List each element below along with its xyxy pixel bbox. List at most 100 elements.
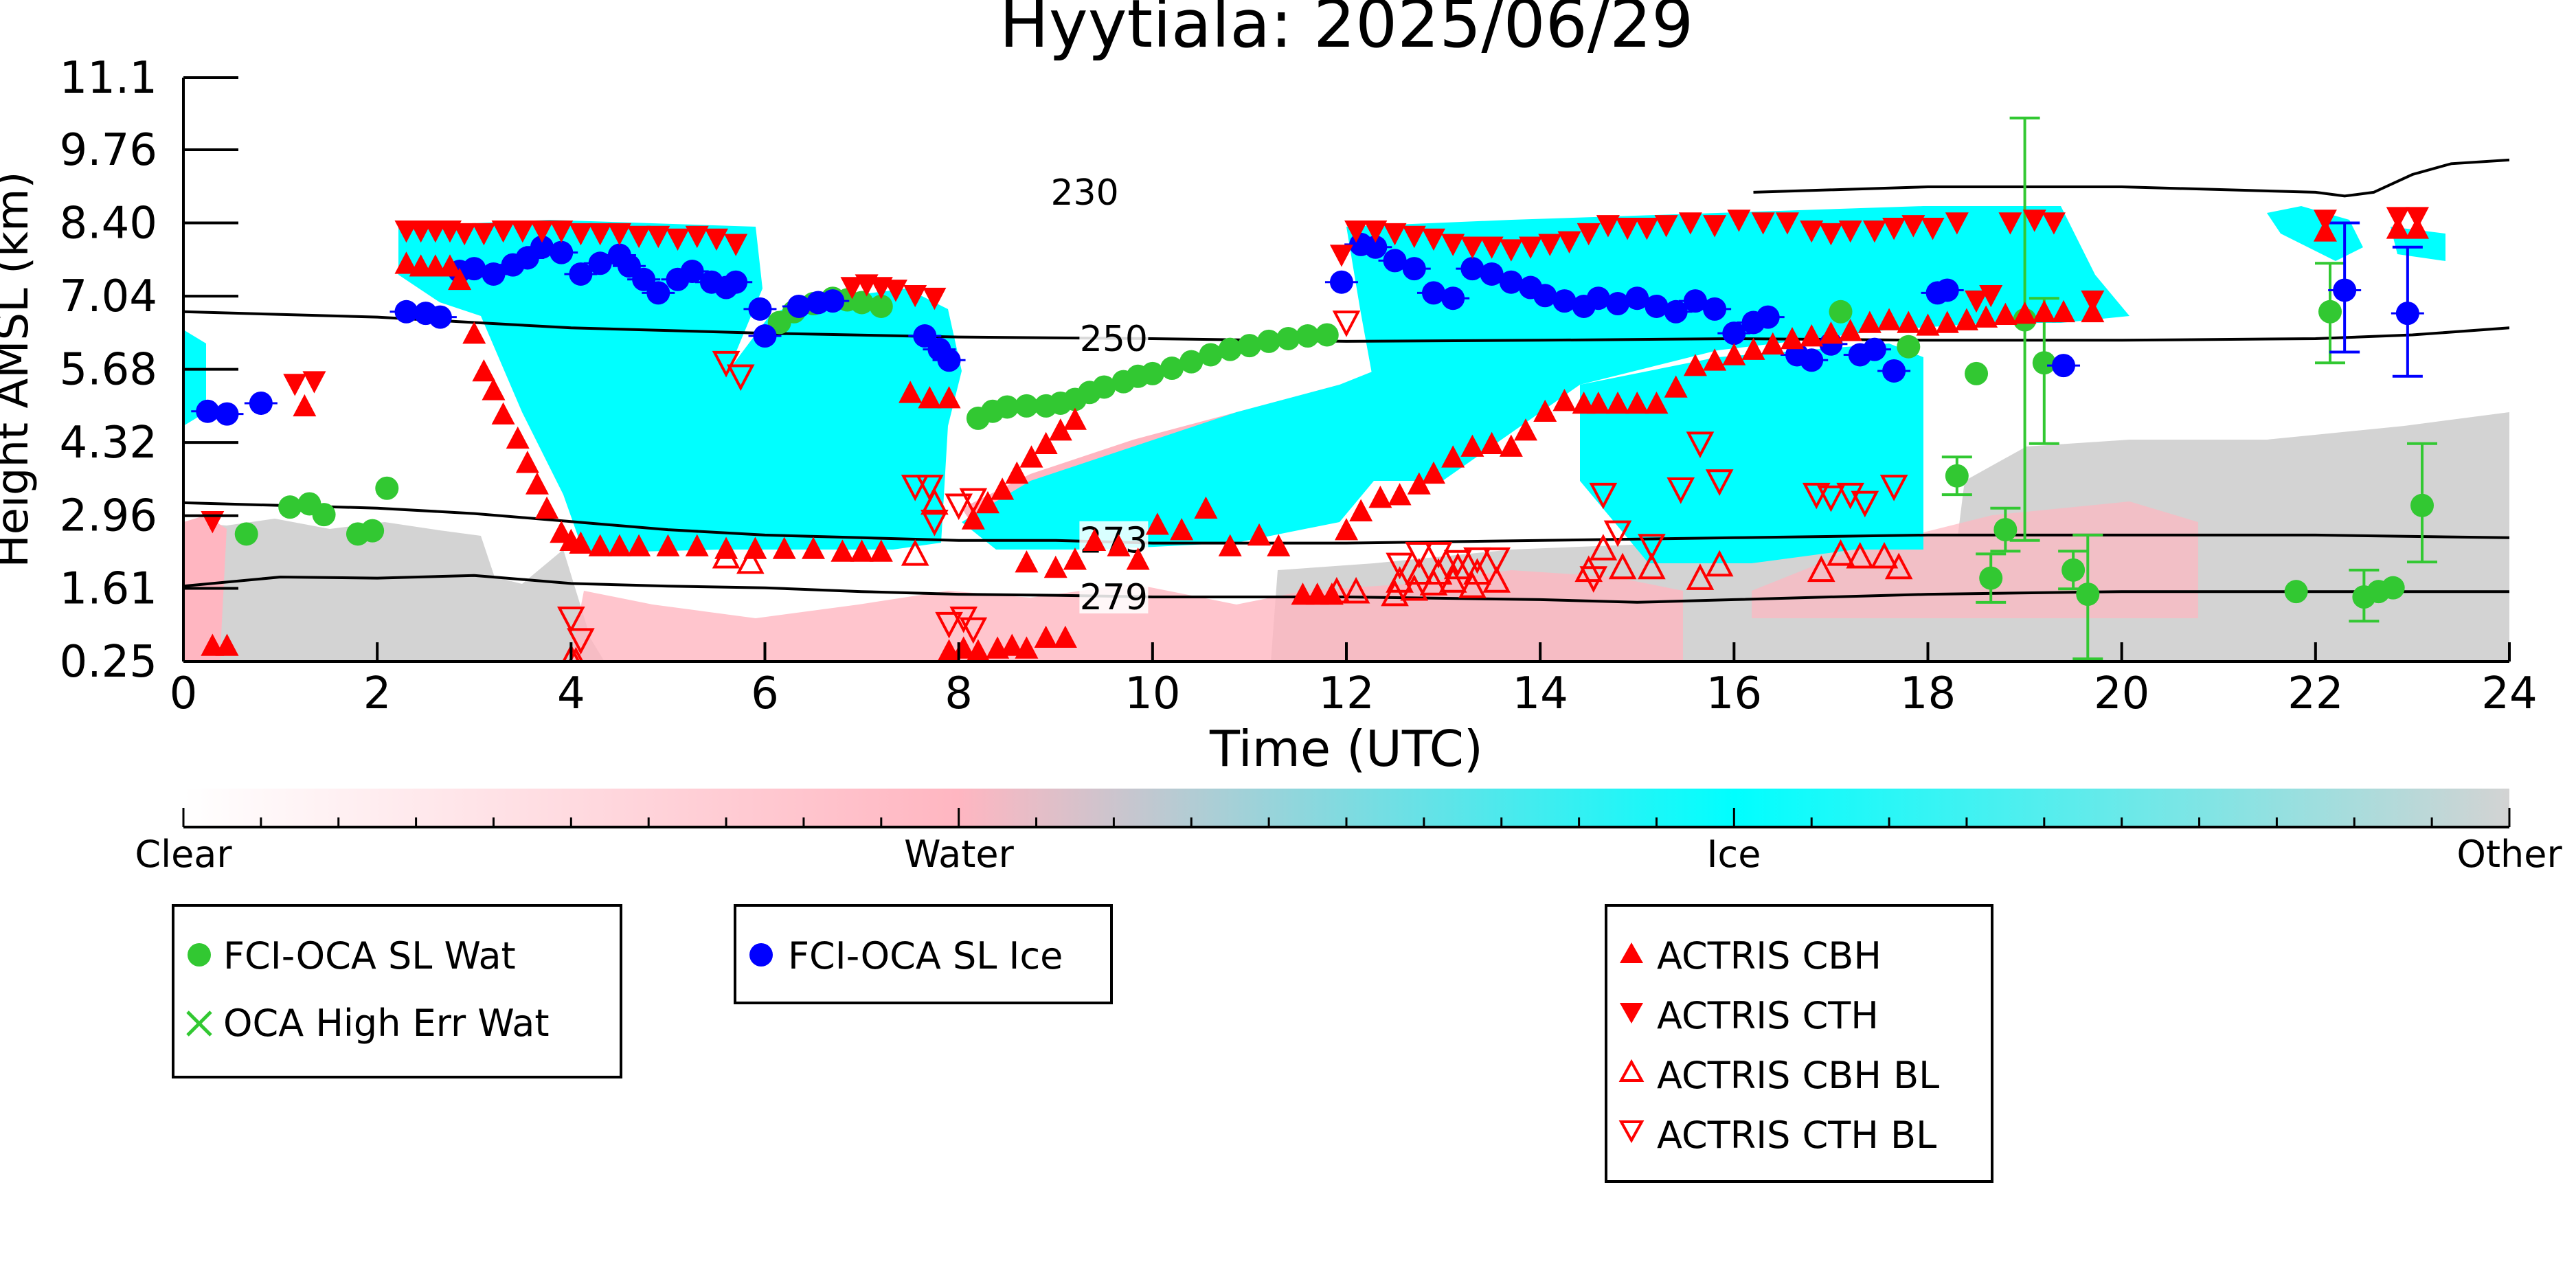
point-actris-cbh [1194,496,1218,519]
point-actris-cth-bl [945,493,973,521]
point-actris-cbh [506,426,530,449]
point-actris-cth [1727,210,1751,232]
point-actris-cth [1901,215,1925,238]
point-fci-oca-sl-ice [1402,257,1426,281]
point-actris-cbh-bl [1807,555,1835,583]
point-fci-oca-sl-ice [821,289,845,313]
point-fci-oca-sl-wat [1276,326,1300,350]
point-fci-oca-sl-ice [569,262,593,286]
legend-marker-fci-wat [188,943,211,967]
point-fci-oca-sl-ice [428,305,452,329]
point-fci-oca-sl-wat [2076,583,2100,607]
contour-230 [1753,158,2509,198]
legend-marker-cbh [1620,942,1643,963]
point-actris-cbh [1441,445,1465,468]
point-actris-cth [1538,234,1562,256]
point-fci-oca-sl-wat [2284,580,2308,604]
point-actris-cbh [1993,302,2018,326]
error-bars [1941,116,2438,661]
point-actris-cth-bl [1851,490,1879,518]
point-actris-cth [1965,290,1989,313]
point-fci-oca-sl-ice [1862,337,1886,361]
point-actris-cth [704,228,728,251]
contour-label: 279 [1080,577,1148,618]
point-fci-oca-sl-ice [1800,348,1824,372]
point-actris-cth [627,225,651,249]
point-actris-cth-bl [1579,566,1608,593]
point-actris-cbh [1460,434,1484,457]
point-actris-cbh [1897,310,1921,333]
point-fci-oca-sl-wat [2410,493,2434,517]
point-actris-cbh [1107,534,1131,556]
point-actris-cth-bl [959,488,988,515]
point-actris-cth [1596,215,1620,238]
point-fci-oca-sl-wat [278,495,302,519]
point-fci-oca-sl-ice [2052,354,2076,378]
point-actris-cth [1751,212,1775,235]
x-tick-label: 22 [2287,668,2343,719]
point-actris-cbh [850,539,874,562]
legend-water: FCI-OCA SL Wat OCA High Err Wat [172,904,622,1078]
point-actris-cbh [515,451,539,473]
point-actris-cbh [569,531,593,554]
point-actris-cbh [802,536,826,559]
point-actris-cth [1635,218,1659,240]
y-axis-label: Height AMSL (km) [0,172,38,568]
point-fci-oca-sl-wat [375,476,399,500]
point-actris-cbh [685,534,709,556]
point-actris-cbh [525,472,549,495]
legend-box [1605,904,1993,1183]
y-tick-label: 1.61 [60,563,158,614]
contour-label-bg [1079,577,1149,613]
legend-marker-oca-err [186,1010,212,1037]
point-actris-cth [1441,234,1465,256]
point-fci-oca-sl-ice [215,402,239,426]
point-fci-oca-sl-ice [1882,359,1906,383]
point-actris-cth [1480,236,1504,259]
point-actris-cbh [1034,431,1058,455]
contour-label-bg [1050,172,1120,209]
y-tick-label: 7.04 [60,271,158,322]
point-actris-cth [1402,225,1426,249]
point-actris-cth [1616,218,1640,240]
point-fci-oca-sl-wat [1829,300,1853,324]
contour-label: 230 [1050,172,1118,214]
point-actris-cbh-bl [1827,539,1855,566]
point-actris-cbh [1247,523,1272,546]
point-fci-oca-sl-ice [2333,278,2357,302]
point-actris-cth [607,223,631,246]
point-actris-cth [1862,220,1886,243]
point-actris-cbh-bl [1482,566,1511,593]
point-fci-oca-sl-wat [2032,351,2056,375]
point-actris-cth-bl [1443,550,1472,577]
point-actris-cth [2081,290,2105,313]
point-actris-cth [550,220,574,243]
point-actris-cbh [215,633,239,656]
point-actris-cbh-bl [1589,534,1618,561]
x-tick-label: 12 [1318,668,1374,719]
point-actris-cth-bl [1705,469,1734,496]
point-actris-cbh [961,507,985,530]
point-fci-oca-sl-wat [312,503,336,527]
point-actris-cbh [1722,343,1746,365]
point-actris-cbh [1780,326,1804,350]
point-fci-oca-sl-wat [1296,324,1320,348]
point-actris-cbh [656,534,680,556]
point-actris-cth-bl [1386,552,1414,580]
point-actris-cth [1460,236,1484,259]
colorbar: Clear Water Ice Other [135,789,2562,876]
point-actris-cth [724,234,748,256]
colorbar-label-other: Other [2456,833,2562,876]
point-actris-cbh [1407,472,1431,495]
point-actris-cth [588,223,612,246]
point-actris-cbh-bl [1405,558,1434,585]
point-actris-cth [2313,210,2337,232]
x-tick-label: 0 [170,668,198,719]
point-fci-oca-sl-ice [588,251,612,275]
y-tick-label: 4.32 [60,418,158,468]
point-actris-cbh [1664,375,1688,398]
point-actris-cbh [1499,434,1523,457]
point-fci-oca-sl-ice [1756,305,1780,329]
point-fci-oca-sl-wat [234,522,258,546]
point-actris-cth [1557,231,1581,253]
